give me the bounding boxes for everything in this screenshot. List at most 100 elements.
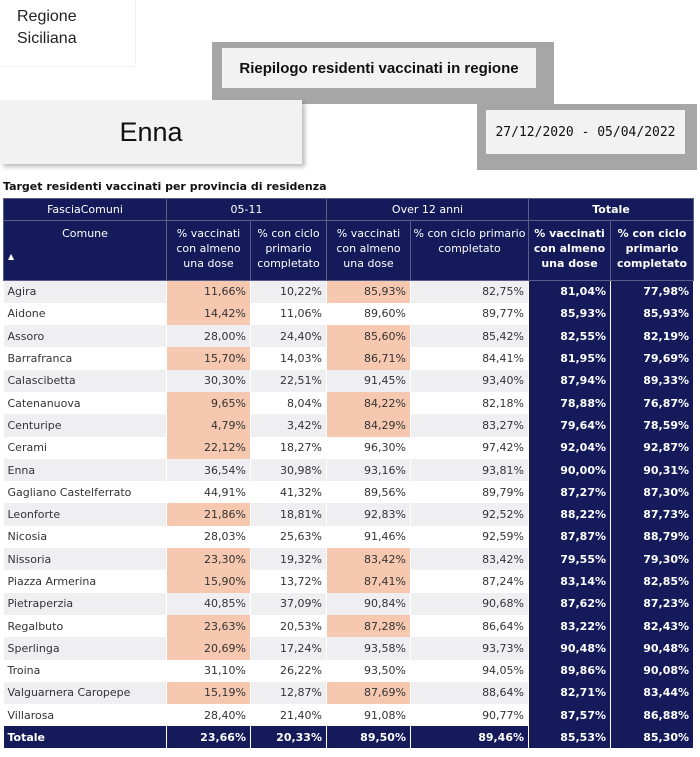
- header-fascia-comuni: FasciaComuni: [3, 198, 167, 221]
- cell-totale-ciclo: 79,69%: [610, 347, 695, 370]
- total-0511-ciclo: 20,33%: [250, 726, 327, 749]
- cell-comune: Pietraperzia: [3, 592, 167, 615]
- vaccination-table: FasciaComuni 05-11 Over 12 anni Totale C…: [3, 198, 695, 749]
- cell-totale-ciclo: 90,48%: [610, 637, 695, 660]
- cell-over12-dose: 87,41%: [326, 570, 411, 593]
- cell-0511-ciclo: 19,32%: [250, 548, 327, 571]
- header-0511-dose: % vaccinati con almeno una dose: [166, 220, 251, 281]
- cell-0511-ciclo: 12,87%: [250, 681, 327, 705]
- table-row[interactable]: Nissoria 23,30% 19,32% 83,42% 83,42% 79,55% 79…: [3, 548, 695, 571]
- total-row: Totale 23,66% 20,33% 89,50% 89,46% 85,53…: [3, 726, 695, 749]
- cell-over12-ciclo: 93,40%: [410, 369, 530, 392]
- cell-totale-dose: 89,86%: [528, 659, 612, 682]
- cell-0511-ciclo: 14,03%: [250, 347, 327, 370]
- table-row[interactable]: Valguarnera Caropepe 15,19% 12,87% 87,69% 88…: [3, 681, 695, 705]
- table-title: Target residenti vaccinati per provincia…: [3, 180, 327, 193]
- cell-totale-dose: 90,48%: [528, 637, 612, 660]
- cell-totale-dose: 92,04%: [528, 436, 612, 459]
- table-row[interactable]: Cerami 22,12% 18,27% 96,30% 97,42% 92,04% 92,8…: [3, 436, 695, 459]
- table-row[interactable]: Agira 11,66% 10,22% 85,93% 82,75% 81,04% 77,98…: [3, 280, 695, 303]
- table-row[interactable]: Nicosia 28,03% 25,63% 91,46% 92,59% 87,87% 88,…: [3, 525, 695, 549]
- cell-over12-ciclo: 97,42%: [410, 436, 530, 459]
- table-row[interactable]: Centuripe 4,79% 3,42% 84,29% 83,27% 79,64% 78,…: [3, 414, 695, 437]
- table-row[interactable]: Villarosa 28,40% 21,40% 91,08% 90,77% 87,57% 8…: [3, 704, 695, 727]
- cell-totale-dose: 83,14%: [528, 570, 612, 593]
- cell-over12-dose: 91,08%: [326, 704, 411, 727]
- cell-0511-dose: 28,00%: [166, 325, 251, 348]
- table-row[interactable]: Gagliano Castelferrato 44,91% 41,32% 89,56%…: [3, 481, 695, 504]
- cell-totale-ciclo: 77,98%: [610, 280, 695, 303]
- cell-totale-ciclo: 89,33%: [610, 369, 695, 392]
- cell-0511-dose: 22,12%: [166, 436, 251, 459]
- cell-over12-ciclo: 89,77%: [410, 302, 530, 326]
- cell-totale-ciclo: 83,44%: [610, 681, 695, 705]
- cell-0511-dose: 31,10%: [166, 659, 251, 682]
- header-comune[interactable]: Comune ▲: [3, 220, 167, 281]
- cell-totale-ciclo: 90,31%: [610, 458, 695, 482]
- province-name: Enna: [0, 100, 302, 164]
- cell-totale-ciclo: 79,30%: [610, 548, 695, 571]
- table-row[interactable]: Sperlinga 20,69% 17,24% 93,58% 93,73% 90,48% 9…: [3, 637, 695, 660]
- cell-comune: Leonforte: [3, 503, 167, 526]
- cell-0511-ciclo: 11,06%: [250, 302, 327, 326]
- cell-0511-ciclo: 25,63%: [250, 525, 327, 549]
- cell-comune: Cerami: [3, 436, 167, 459]
- cell-0511-dose: 11,66%: [166, 280, 251, 303]
- header-totale-ciclo: % con ciclo primario completato: [610, 220, 695, 281]
- cell-0511-dose: 44,91%: [166, 481, 251, 504]
- sort-ascending-icon[interactable]: ▲: [8, 252, 15, 261]
- cell-over12-ciclo: 87,24%: [410, 570, 530, 593]
- cell-0511-ciclo: 22,51%: [250, 369, 327, 392]
- cell-0511-ciclo: 13,72%: [250, 570, 327, 593]
- cell-totale-ciclo: 87,73%: [610, 503, 695, 526]
- table-row[interactable]: Calascibetta 30,30% 22,51% 91,45% 93,40% 87,9…: [3, 369, 695, 392]
- cell-over12-dose: 93,58%: [326, 637, 411, 660]
- header-comune-label: Comune: [62, 227, 108, 240]
- cell-over12-ciclo: 92,52%: [410, 503, 530, 526]
- cell-over12-ciclo: 85,42%: [410, 325, 530, 348]
- table-row[interactable]: Catenanuova 9,65% 8,04% 84,22% 82,18% 78,88% 7…: [3, 391, 695, 415]
- cell-over12-dose: 93,16%: [326, 458, 411, 482]
- cell-0511-dose: 9,65%: [166, 391, 251, 415]
- cell-totale-ciclo: 87,23%: [610, 592, 695, 615]
- cell-0511-dose: 15,70%: [166, 347, 251, 370]
- cell-0511-dose: 15,19%: [166, 681, 251, 705]
- region-name-line1: Regione: [17, 8, 77, 25]
- cell-comune: Calascibetta: [3, 369, 167, 392]
- cell-totale-dose: 87,57%: [528, 704, 612, 727]
- cell-over12-dose: 86,71%: [326, 347, 411, 370]
- cell-over12-dose: 84,29%: [326, 414, 411, 437]
- table-row[interactable]: Troina 31,10% 26,22% 93,50% 94,05% 89,86% 90,0…: [3, 659, 695, 682]
- table-row[interactable]: Enna 36,54% 30,98% 93,16% 93,81% 90,00% 90,31%: [3, 458, 695, 482]
- cell-totale-dose: 81,95%: [528, 347, 612, 370]
- cell-over12-dose: 93,50%: [326, 659, 411, 682]
- cell-comune: Nissoria: [3, 548, 167, 571]
- cell-over12-dose: 89,56%: [326, 481, 411, 504]
- cell-totale-dose: 82,55%: [528, 325, 612, 348]
- cell-comune: Nicosia: [3, 525, 167, 549]
- table-row[interactable]: Pietraperzia 40,85% 37,09% 90,84% 90,68% 87,6…: [3, 592, 695, 615]
- table-row[interactable]: Aidone 14,42% 11,06% 89,60% 89,77% 85,93% 85,9…: [3, 302, 695, 326]
- cell-0511-dose: 23,30%: [166, 548, 251, 571]
- cell-comune: Piazza Armerina: [3, 570, 167, 593]
- region-name-line2: Siciliana: [17, 30, 77, 47]
- cell-0511-dose: 40,85%: [166, 592, 251, 615]
- table-row[interactable]: Regalbuto 23,63% 20,53% 87,28% 86,64% 83,22% 8…: [3, 614, 695, 638]
- cell-comune: Agira: [3, 280, 167, 303]
- cell-0511-ciclo: 3,42%: [250, 414, 327, 437]
- cell-totale-ciclo: 87,30%: [610, 481, 695, 504]
- cell-totale-ciclo: 92,87%: [610, 436, 695, 459]
- cell-0511-dose: 30,30%: [166, 369, 251, 392]
- cell-0511-dose: 21,86%: [166, 503, 251, 526]
- cell-over12-ciclo: 94,05%: [410, 659, 530, 682]
- table-row[interactable]: Leonforte 21,86% 18,81% 92,83% 92,52% 88,22% 8…: [3, 503, 695, 526]
- cell-0511-ciclo: 8,04%: [250, 391, 327, 415]
- table-row[interactable]: Assoro 28,00% 24,40% 85,60% 85,42% 82,55% 82,1…: [3, 325, 695, 348]
- cell-totale-dose: 87,87%: [528, 525, 612, 549]
- table-row[interactable]: Piazza Armerina 15,90% 13,72% 87,41% 87,24% 8…: [3, 570, 695, 593]
- header-0511-ciclo: % con ciclo primario completato: [250, 220, 327, 281]
- cell-totale-dose: 79,64%: [528, 414, 612, 437]
- cell-0511-ciclo: 21,40%: [250, 704, 327, 727]
- table-row[interactable]: Barrafranca 15,70% 14,03% 86,71% 84,41% 81,95…: [3, 347, 695, 370]
- cell-0511-dose: 4,79%: [166, 414, 251, 437]
